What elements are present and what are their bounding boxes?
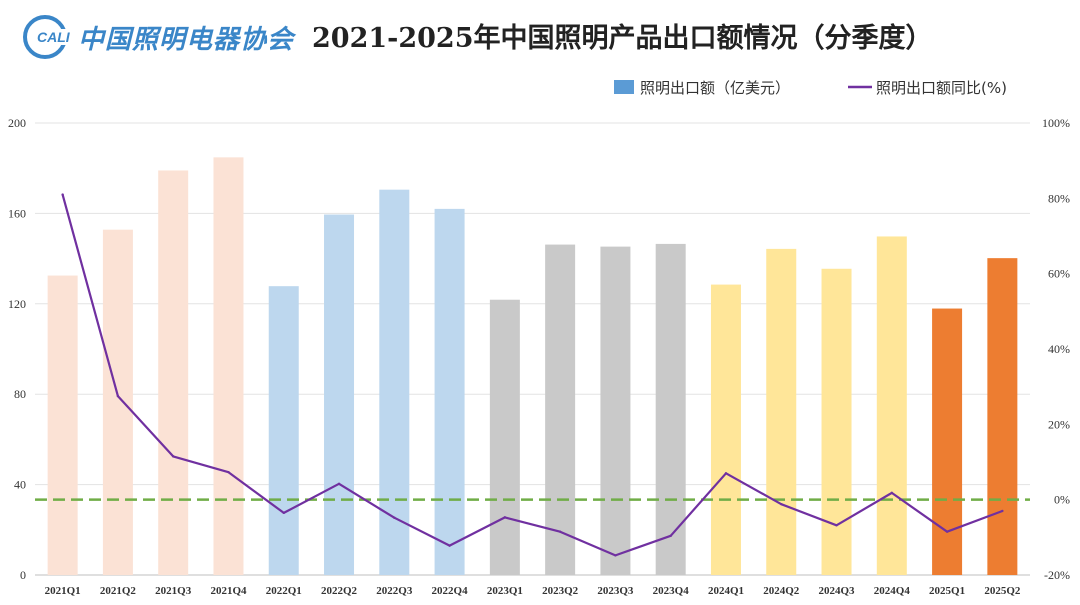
- cali-logo-icon: CALI: [23, 15, 72, 59]
- y-left-tick-label: 120: [8, 297, 26, 311]
- x-tick-label: 2022Q1: [266, 585, 302, 597]
- bar-2022Q2: [324, 214, 355, 575]
- yoy-line-series: [61, 193, 1004, 557]
- bar-2022Q1: [268, 286, 299, 575]
- yoy-point-2024Q2: [780, 502, 783, 506]
- x-tick-label: 2023Q2: [542, 585, 579, 597]
- logo-mark-text: CALI: [37, 29, 71, 45]
- yoy-point-2023Q4: [669, 534, 672, 538]
- y-right-tick-label: 80%: [1048, 191, 1070, 205]
- yoy-point-2024Q3: [835, 524, 838, 527]
- bar-2024Q4: [876, 236, 907, 575]
- x-tick-label: 2024Q1: [708, 585, 744, 597]
- bar-2022Q4: [434, 208, 465, 575]
- bar-2025Q1: [932, 308, 963, 575]
- x-tick-label: 2022Q2: [321, 585, 358, 597]
- y-left-tick-label: 80: [14, 387, 26, 401]
- bar-2024Q2: [766, 248, 797, 575]
- x-tick-label: 2023Q1: [487, 585, 523, 597]
- x-tick-label: 2024Q4: [874, 585, 911, 597]
- x-tick-label: 2022Q4: [432, 585, 469, 597]
- x-tick-label: 2025Q1: [929, 585, 965, 597]
- logo: CALI 中国照明电器协会: [22, 14, 294, 60]
- yoy-point-2022Q3: [393, 516, 396, 519]
- header: CALI 中国照明电器协会 2021-2025年中国照明产品出口额情况（分季度）: [0, 0, 1080, 70]
- yoy-point-2024Q1: [724, 472, 728, 475]
- bar-2024Q1: [710, 284, 741, 575]
- yoy-point-2021Q1: [61, 193, 64, 196]
- y-left-tick-label: 200: [8, 116, 26, 130]
- bar-2023Q3: [600, 246, 631, 575]
- legend-bar-swatch: [614, 80, 634, 94]
- yoy-point-2023Q2: [558, 530, 562, 533]
- yoy-point-2021Q3: [171, 455, 175, 458]
- yoy-point-2022Q2: [337, 482, 341, 486]
- axes: 0 40 80 120 160 200 -20% 0% 20% 40% 60% 80% 100% 2021…: [8, 116, 1070, 597]
- x-tick-label: 2022Q3: [376, 585, 413, 597]
- yoy-point-2021Q4: [227, 470, 230, 474]
- bar-2021Q4: [213, 157, 244, 576]
- x-tick-label: 2025Q2: [984, 585, 1021, 597]
- yoy-point-2023Q3: [614, 554, 617, 557]
- x-tick-label: 2021Q3: [155, 585, 192, 597]
- y-right-tick-label: 20%: [1048, 417, 1070, 431]
- yoy-point-2023Q1: [503, 516, 507, 519]
- legend-line-label: 照明出口额同比(%): [876, 79, 1007, 97]
- bar-2024Q3: [821, 268, 852, 575]
- bar-2021Q1: [47, 275, 78, 575]
- x-tick-label: 2024Q3: [818, 585, 855, 597]
- bar-2023Q1: [489, 299, 520, 575]
- y-left-tick-label: 160: [8, 206, 26, 220]
- yoy-line: [61, 194, 1003, 557]
- x-tick-label: 2024Q2: [763, 585, 800, 597]
- yoy-point-2022Q4: [448, 544, 451, 547]
- x-tick-label: 2021Q4: [210, 585, 247, 597]
- legend: 照明出口额（亿美元） 照明出口额同比(%): [614, 79, 1007, 97]
- x-tick-label: 2021Q1: [45, 585, 81, 597]
- y-right-tick-label: 60%: [1048, 267, 1070, 281]
- yoy-point-2025Q2: [1001, 509, 1004, 513]
- legend-bar-label: 照明出口额（亿美元）: [640, 79, 790, 97]
- chart-title: 2021-2025年中国照明产品出口额情况（分季度）: [312, 23, 933, 54]
- bar-2023Q2: [545, 244, 576, 575]
- bar-2025Q2: [987, 258, 1018, 575]
- x-tick-label: 2023Q4: [653, 585, 690, 597]
- yoy-point-2025Q1: [945, 530, 949, 533]
- bar-2023Q4: [655, 243, 686, 575]
- yoy-point-2022Q1: [282, 511, 285, 515]
- x-tick-label: 2021Q2: [100, 585, 137, 597]
- y-right-tick-label: 100%: [1042, 116, 1070, 130]
- y-left-tick-label: 0: [20, 568, 26, 582]
- yoy-point-2021Q2: [116, 394, 120, 398]
- y-left-tick-label: 40: [14, 478, 26, 492]
- yoy-point-2024Q4: [890, 491, 894, 495]
- y-right-tick-label: 40%: [1048, 342, 1070, 356]
- x-tick-label: 2023Q3: [597, 585, 634, 597]
- gridlines: [35, 122, 1030, 576]
- bar-series: [47, 157, 1018, 576]
- bar-2021Q2: [102, 229, 133, 575]
- org-name: 中国照明电器协会: [78, 24, 295, 55]
- bar-2021Q3: [158, 170, 189, 575]
- y-right-tick-label: -20%: [1044, 568, 1070, 582]
- y-right-tick-label: 0%: [1054, 493, 1070, 507]
